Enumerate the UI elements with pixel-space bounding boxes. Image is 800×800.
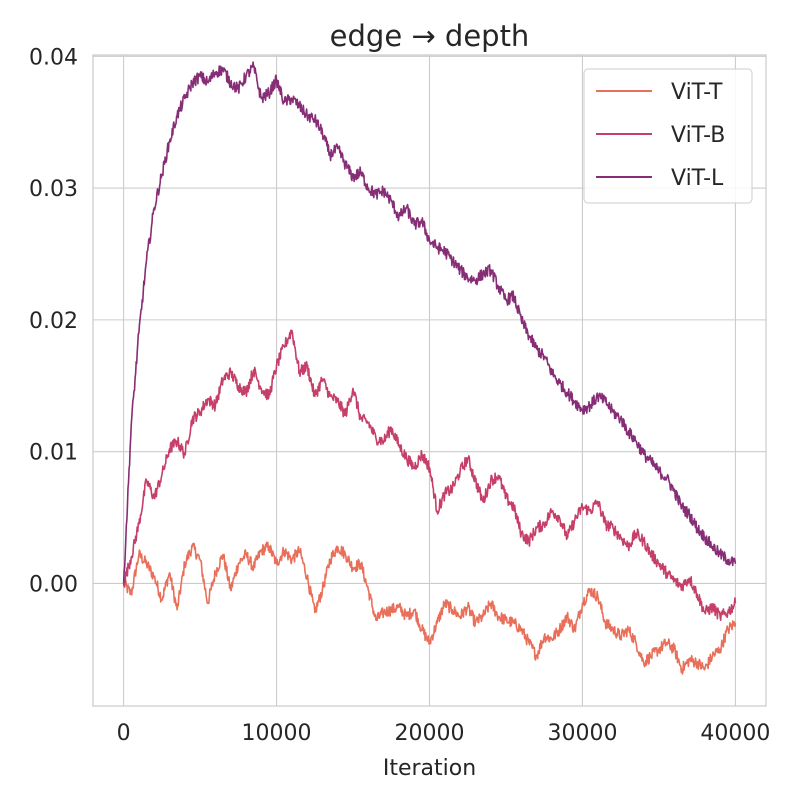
series-lines xyxy=(122,61,737,675)
y-tick-label: 0.01 xyxy=(29,441,78,466)
legend-box xyxy=(583,68,753,204)
tick-labels: 0 10000 20000 30000 40000 0.00 0.01 0.02 0.03 0.0… xyxy=(29,45,770,746)
y-tick-label: 0.03 xyxy=(29,177,78,202)
x-tick-label: 40000 xyxy=(700,721,770,746)
series-line-vit-b xyxy=(122,329,737,621)
y-tick-label: 0.02 xyxy=(29,309,78,334)
x-tick-label: 0 xyxy=(117,721,131,746)
legend: ViT-T ViT-B ViT-L xyxy=(583,68,753,204)
legend-label: ViT-B xyxy=(671,123,725,148)
gridlines xyxy=(93,55,766,706)
x-tick-label: 10000 xyxy=(242,721,312,746)
chart-title: edge → depth xyxy=(330,19,530,53)
y-tick-label: 0.00 xyxy=(29,572,78,597)
y-tick-label: 0.04 xyxy=(29,45,78,70)
series-line-vit-l xyxy=(122,61,737,584)
series-line-vit-t xyxy=(122,541,737,675)
x-axis-title: Iteration xyxy=(383,756,476,781)
plot-frame xyxy=(92,54,767,707)
x-tick-label: 20000 xyxy=(395,721,465,746)
x-tick-label: 30000 xyxy=(547,721,617,746)
legend-label: ViT-L xyxy=(671,166,724,191)
legend-label: ViT-T xyxy=(671,80,723,105)
